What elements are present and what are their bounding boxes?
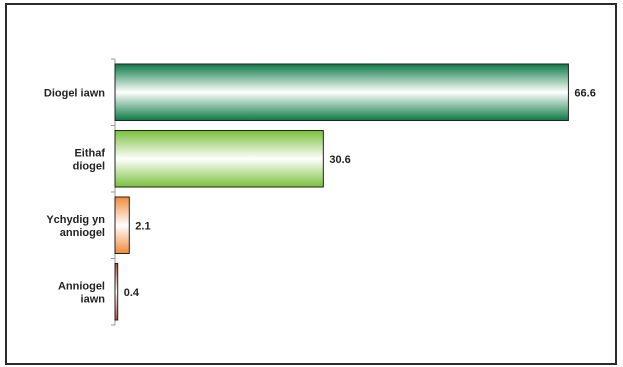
data-label: 66.6 [574,87,595,99]
category-label: anniogel [60,227,105,239]
bar [114,262,119,321]
category-label: Diogel iawn [44,87,105,99]
bars [114,63,569,321]
data-label: 30.6 [329,154,350,166]
y-axis [111,58,116,326]
data-label: 0.4 [124,287,140,299]
chart-frame: 66.6 Diogel iawn 30.6 Eithaf diogel 2.1 Ychydi… [5,3,617,365]
category-label: iawn [81,293,106,305]
bar [114,196,130,255]
category-label: diogel [73,160,105,172]
category-label: Ychydig yn [46,214,105,226]
bar [114,63,569,122]
data-label: 2.1 [135,220,150,232]
category-label: Anniogel [58,280,105,292]
category-label: Eithaf [74,147,105,159]
bar [114,129,324,188]
